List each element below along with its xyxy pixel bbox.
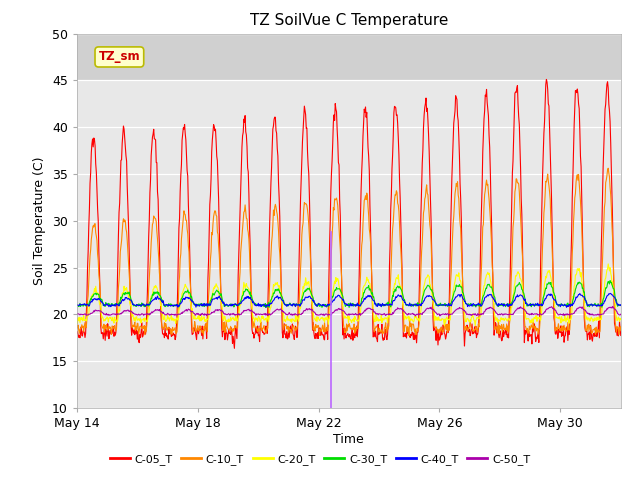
C-20_T bbox=[604, 261, 612, 267]
C-40_T bbox=[300, 297, 308, 303]
C-10_T bbox=[300, 206, 308, 212]
C-50_T bbox=[513, 307, 520, 312]
C-10_T bbox=[405, 333, 413, 338]
C-05_T bbox=[271, 114, 279, 120]
C-40_T bbox=[617, 302, 625, 308]
C-10_T bbox=[271, 204, 278, 210]
C-30_T bbox=[262, 305, 269, 311]
C-50_T bbox=[201, 311, 209, 317]
Text: TZ_sm: TZ_sm bbox=[99, 50, 140, 63]
Title: TZ SoilVue C Temperature: TZ SoilVue C Temperature bbox=[250, 13, 448, 28]
C-30_T bbox=[617, 302, 625, 308]
C-30_T bbox=[382, 301, 390, 307]
X-axis label: Time: Time bbox=[333, 433, 364, 446]
C-40_T bbox=[271, 295, 278, 301]
C-20_T bbox=[381, 314, 389, 320]
C-10_T bbox=[617, 328, 625, 334]
C-05_T bbox=[617, 333, 625, 338]
C-30_T bbox=[271, 287, 279, 292]
C-40_T bbox=[607, 290, 614, 296]
C-10_T bbox=[93, 233, 100, 239]
C-20_T bbox=[617, 316, 625, 322]
C-50_T bbox=[73, 312, 81, 317]
Line: C-40_T: C-40_T bbox=[77, 293, 621, 307]
C-50_T bbox=[412, 313, 419, 319]
C-40_T bbox=[381, 303, 389, 309]
C-30_T bbox=[93, 292, 100, 298]
C-20_T bbox=[440, 323, 448, 329]
C-50_T bbox=[609, 303, 616, 309]
C-40_T bbox=[73, 302, 81, 308]
C-05_T bbox=[382, 326, 390, 332]
C-20_T bbox=[93, 288, 100, 294]
Line: C-05_T: C-05_T bbox=[77, 79, 621, 348]
C-20_T bbox=[271, 283, 278, 288]
C-50_T bbox=[300, 308, 308, 314]
Y-axis label: Soil Temperature (C): Soil Temperature (C) bbox=[33, 156, 46, 285]
C-40_T bbox=[513, 294, 520, 300]
C-40_T bbox=[201, 302, 209, 308]
Legend: C-05_T, C-10_T, C-20_T, C-30_T, C-40_T, C-50_T: C-05_T, C-10_T, C-20_T, C-30_T, C-40_T, … bbox=[106, 450, 534, 469]
C-50_T bbox=[381, 312, 389, 317]
Line: C-20_T: C-20_T bbox=[77, 264, 621, 326]
Line: C-50_T: C-50_T bbox=[77, 306, 621, 316]
C-40_T bbox=[563, 304, 570, 310]
C-50_T bbox=[617, 312, 625, 317]
C-05_T bbox=[73, 330, 81, 336]
C-05_T bbox=[513, 85, 520, 91]
C-05_T bbox=[301, 103, 308, 109]
C-20_T bbox=[513, 272, 520, 278]
C-10_T bbox=[201, 327, 209, 333]
Line: C-30_T: C-30_T bbox=[77, 281, 621, 308]
Text: #ff0000: #ff0000 bbox=[77, 397, 134, 411]
C-40_T bbox=[93, 297, 100, 303]
C-30_T bbox=[513, 283, 520, 288]
C-10_T bbox=[513, 177, 520, 182]
C-30_T bbox=[73, 303, 81, 309]
C-05_T bbox=[543, 76, 550, 82]
Line: C-10_T: C-10_T bbox=[77, 168, 621, 336]
C-50_T bbox=[271, 308, 278, 314]
C-20_T bbox=[201, 318, 209, 324]
C-20_T bbox=[300, 286, 308, 291]
C-05_T bbox=[93, 169, 100, 175]
C-20_T bbox=[73, 316, 81, 322]
C-10_T bbox=[604, 165, 612, 171]
C-10_T bbox=[381, 324, 389, 330]
C-05_T bbox=[201, 326, 209, 332]
C-50_T bbox=[93, 308, 100, 313]
C-10_T bbox=[73, 326, 81, 332]
Bar bbox=[77, 34, 621, 80]
C-30_T bbox=[301, 289, 308, 295]
C-30_T bbox=[201, 303, 209, 309]
C-30_T bbox=[606, 278, 614, 284]
C-05_T bbox=[230, 346, 238, 351]
